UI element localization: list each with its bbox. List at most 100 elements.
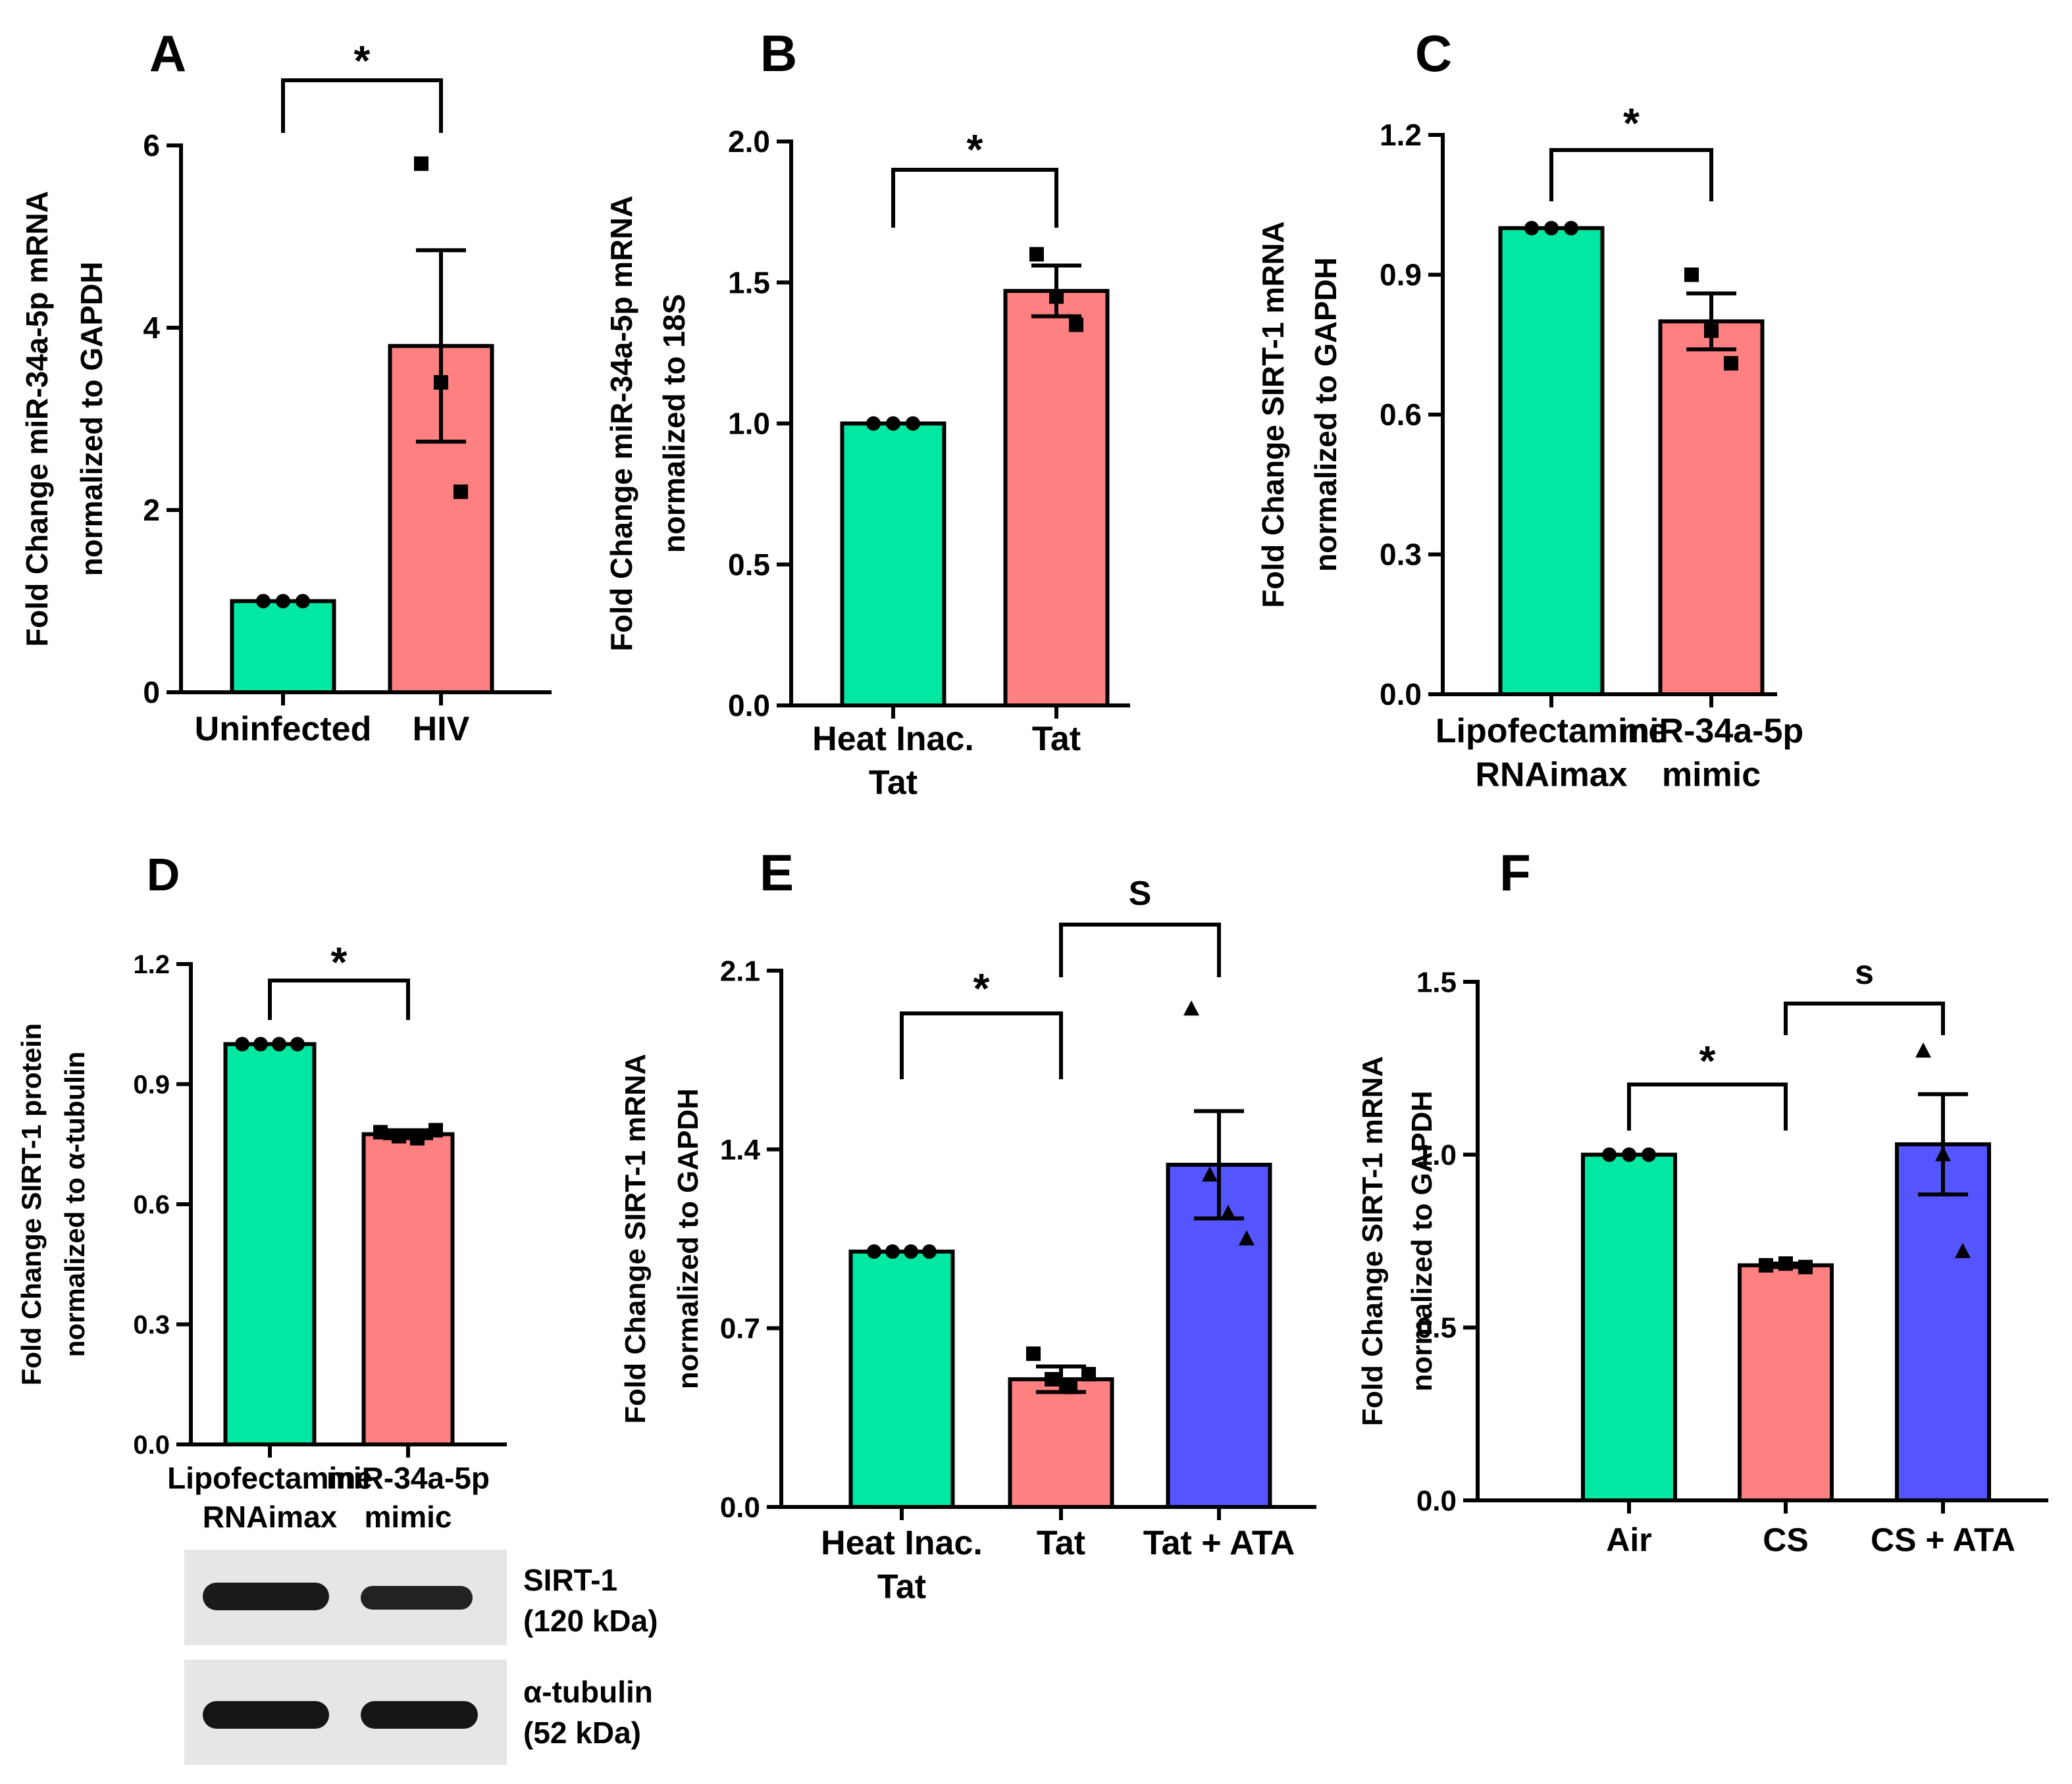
x-tick-label: Tat xyxy=(1037,1524,1085,1562)
data-point xyxy=(276,594,290,609)
data-point xyxy=(1915,1042,1931,1058)
data-point xyxy=(904,1244,918,1259)
x-tick-label: Tat xyxy=(1032,720,1081,758)
bar-mir-34a-5p-mimic xyxy=(1658,319,1765,697)
data-point xyxy=(1704,323,1719,338)
panel-a: A Fold Change miR-34a-5p mRNA normalized t… xyxy=(20,24,552,748)
data-point xyxy=(906,416,920,431)
y-tick-label: 1.0 xyxy=(728,407,770,441)
data-point xyxy=(867,1244,881,1259)
y-tick-label: 2 xyxy=(143,493,160,527)
x-tick-label: mimic xyxy=(365,1500,452,1534)
y-tick-label: 0.9 xyxy=(133,1071,170,1100)
x-tick-label: mimic xyxy=(1662,756,1761,794)
panel-letter: A xyxy=(149,24,186,82)
data-point xyxy=(434,375,448,390)
x-tick-label: Lipofectamine xyxy=(167,1461,373,1495)
data-point xyxy=(1524,220,1539,236)
bar-heat-inac-tat xyxy=(848,1249,955,1510)
data-point xyxy=(253,1036,268,1052)
bar-heat-inac-tat xyxy=(840,421,946,707)
blot-size-sirt1: (120 kDa) xyxy=(523,1604,658,1638)
y-axis-label: Fold Change SIRT-1 mRNA xyxy=(1357,1056,1389,1426)
y-tick-label: 0.6 xyxy=(133,1190,170,1219)
data-point xyxy=(256,594,271,609)
data-point xyxy=(1183,1000,1199,1016)
panel-letter: C xyxy=(1415,24,1452,82)
y-tick-label: 0.3 xyxy=(1380,538,1422,572)
y-tick-label: 2.0 xyxy=(728,124,770,159)
data-point xyxy=(1063,1379,1077,1394)
y-tick-label: 0.7 xyxy=(720,1313,760,1345)
y-tick-label: 0.0 xyxy=(1416,1485,1457,1517)
significance-label: S xyxy=(1129,875,1152,913)
data-point xyxy=(1564,220,1578,236)
panel-d: D Fold Change SIRT-1 protein normalized to… xyxy=(16,849,507,1534)
blot-label-sirt1: SIRT-1 (120 kDa) xyxy=(523,1560,658,1641)
y-tick-label: 0.0 xyxy=(728,688,770,723)
data-point xyxy=(235,1036,249,1052)
x-tick-label: CS + ATA xyxy=(1871,1521,2015,1558)
data-point xyxy=(1239,1230,1255,1246)
y-tick-label: 1.5 xyxy=(728,265,770,299)
y-axis-label: normalized to GAPDH xyxy=(1308,257,1343,572)
y-axis-label: normalized to α-tubulin xyxy=(59,1052,90,1357)
y-tick-label: 0.9 xyxy=(1380,258,1422,292)
x-tick-label: Tat + ATA xyxy=(1143,1524,1295,1562)
data-point xyxy=(1026,1346,1041,1362)
x-tick-label: CS xyxy=(1763,1521,1808,1558)
blot-band-tubulin-lane2 xyxy=(361,1701,478,1729)
x-tick-label: Tat xyxy=(877,1568,926,1606)
y-tick-label: 2.1 xyxy=(720,955,760,987)
bar-tat xyxy=(1008,1377,1114,1510)
significance-bracket xyxy=(1549,148,1713,201)
data-point xyxy=(1724,356,1738,371)
blot-protein-sirt1: SIRT-1 xyxy=(523,1563,618,1597)
significance-bracket xyxy=(281,78,443,133)
panel-letter: D xyxy=(147,849,180,900)
x-tick-label: Air xyxy=(1606,1521,1651,1558)
panel-letter: B xyxy=(760,24,797,82)
data-point xyxy=(290,1036,305,1052)
y-axis-label: Fold Change miR-34a-5p mRNA xyxy=(20,191,54,647)
y-tick-label: 1.0 xyxy=(1416,1139,1457,1171)
data-point xyxy=(1684,267,1699,282)
y-axis-label: normalized to GAPDH xyxy=(672,1088,704,1389)
significance-label: s xyxy=(1855,954,1874,992)
y-tick-label: 1.5 xyxy=(1416,966,1457,998)
y-axis-label: Fold Change SIRT-1 mRNA xyxy=(1256,221,1290,608)
panel-b: B Fold Change miR-34a-5p mRNA normalized t… xyxy=(604,24,1130,802)
bar-uninfected xyxy=(230,599,336,694)
significance-label: * xyxy=(967,126,983,173)
significance-bracket xyxy=(1784,1002,1945,1035)
data-point xyxy=(296,594,310,609)
x-tick-label: Heat Inac. xyxy=(812,720,974,758)
y-tick-label: 0.0 xyxy=(1380,677,1422,711)
data-point xyxy=(373,1125,388,1140)
data-point xyxy=(1955,1242,1971,1258)
x-tick-label: Tat xyxy=(869,764,918,802)
significance-bracket xyxy=(900,1011,1063,1079)
x-tick-label: RNAimax xyxy=(1475,756,1627,794)
y-tick-label: 4 xyxy=(143,311,160,345)
bar-mir-34a-5p-mimic xyxy=(361,1132,455,1446)
y-axis-label: Fold Change SIRT-1 protein xyxy=(16,1023,47,1386)
y-tick-label: 6 xyxy=(143,128,160,163)
data-point xyxy=(886,416,900,431)
data-point xyxy=(1622,1147,1636,1162)
y-tick-label: 0.0 xyxy=(133,1431,170,1460)
y-tick-label: 0 xyxy=(143,675,160,709)
data-point xyxy=(1759,1258,1773,1273)
data-point xyxy=(1202,1166,1218,1182)
bar-cs-ata xyxy=(1895,1142,1991,1502)
panel-f: F Fold Change SIRT-1 mRNA normalized to GA… xyxy=(1357,844,2048,1558)
significance-bracket xyxy=(268,979,410,1020)
data-point xyxy=(453,484,468,499)
bar-lipofectamine-rnaimax xyxy=(223,1042,317,1446)
y-tick-label: 1.4 xyxy=(720,1134,761,1166)
significance-label: * xyxy=(1623,99,1640,147)
y-tick-label: 0.3 xyxy=(133,1311,170,1340)
panel-e: E Fold Change SIRT-1 mRNA normalized to GA… xyxy=(619,844,1316,1606)
y-axis-label: Fold Change SIRT-1 mRNA xyxy=(619,1054,652,1423)
